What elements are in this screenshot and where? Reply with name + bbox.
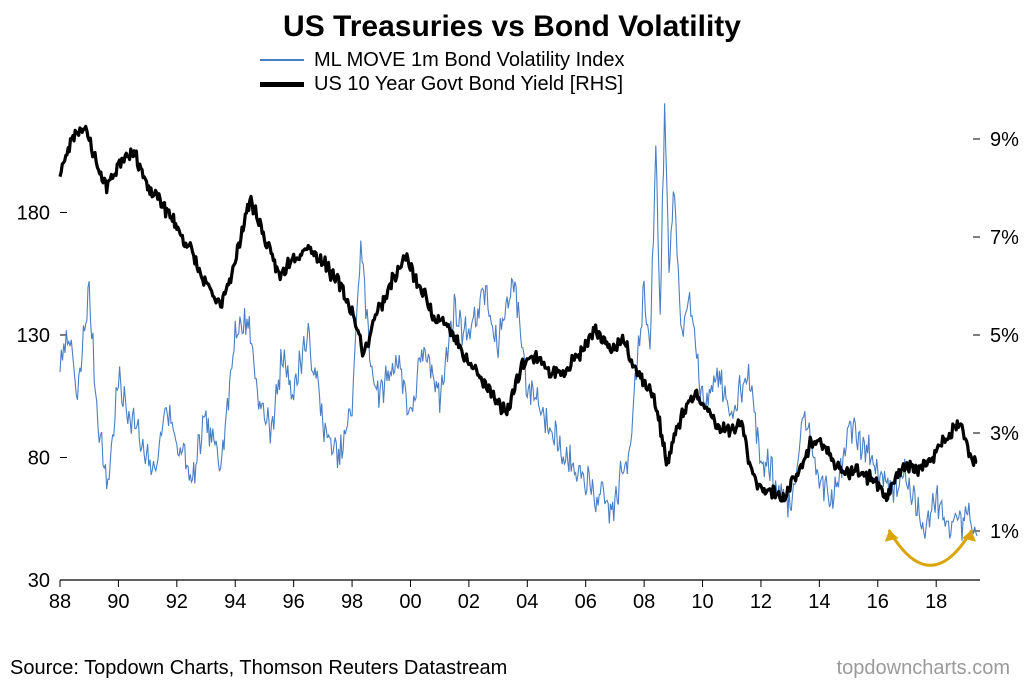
chart-title: US Treasuries vs Bond Volatility — [0, 10, 1024, 44]
chart-container: { "title": { "text": "US Treasuries vs B… — [0, 0, 1024, 688]
svg-text:9%: 9% — [990, 129, 1019, 151]
svg-text:30: 30 — [28, 570, 50, 592]
legend-label-move: ML MOVE 1m Bond Volatility Index — [314, 49, 625, 72]
svg-text:3%: 3% — [990, 423, 1019, 445]
svg-text:130: 130 — [17, 325, 50, 347]
watermark-text: topdowncharts.com — [837, 657, 1010, 680]
svg-text:98: 98 — [341, 591, 363, 613]
legend-item-move: ML MOVE 1m Bond Volatility Index — [260, 48, 625, 72]
svg-text:5%: 5% — [990, 325, 1019, 347]
svg-text:92: 92 — [166, 591, 188, 613]
chart-plot: 8890929496980002040608101214161830801301… — [60, 78, 980, 618]
svg-text:18: 18 — [925, 591, 947, 613]
svg-text:94: 94 — [224, 591, 246, 613]
svg-text:7%: 7% — [990, 227, 1019, 249]
svg-text:1%: 1% — [990, 521, 1019, 543]
svg-text:14: 14 — [808, 591, 830, 613]
source-text: Source: Topdown Charts, Thomson Reuters … — [10, 657, 507, 680]
svg-text:06: 06 — [575, 591, 597, 613]
svg-text:90: 90 — [107, 591, 129, 613]
svg-text:00: 00 — [399, 591, 421, 613]
svg-text:08: 08 — [633, 591, 655, 613]
svg-text:04: 04 — [516, 591, 538, 613]
series-move — [60, 103, 977, 540]
legend-swatch-move — [260, 59, 304, 61]
svg-text:180: 180 — [17, 203, 50, 225]
annotation-arrow — [889, 531, 971, 565]
svg-text:96: 96 — [283, 591, 305, 613]
svg-text:02: 02 — [458, 591, 480, 613]
svg-text:80: 80 — [28, 448, 50, 470]
svg-text:10: 10 — [691, 591, 713, 613]
svg-text:16: 16 — [867, 591, 889, 613]
svg-text:12: 12 — [750, 591, 772, 613]
svg-text:88: 88 — [49, 591, 71, 613]
